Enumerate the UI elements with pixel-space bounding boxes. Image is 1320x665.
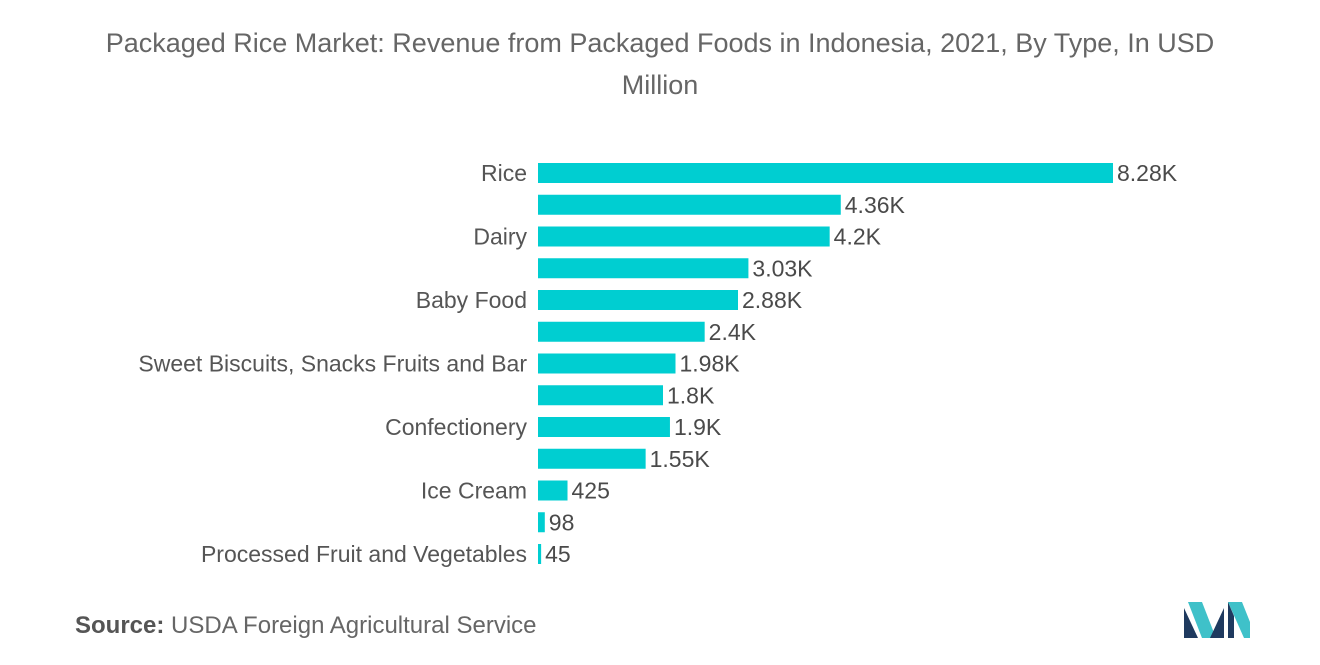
bar-9 [538,448,646,469]
bar-2 [538,226,830,247]
category-label-8: Confectionery [385,414,527,440]
bar-0 [538,163,1113,183]
value-label-1: 4.36K [845,192,906,218]
category-label-6: Sweet Biscuits, Snacks Fruits and Bar [138,351,527,377]
bar-5 [538,321,705,342]
category-label-4: Baby Food [416,287,527,313]
value-label-10: 425 [572,478,610,504]
value-label-11: 98 [549,509,575,535]
source-text: USDA Foreign Agricultural Service [171,612,537,639]
value-label-6: 1.98K [680,351,741,377]
value-label-12: 45 [545,541,571,567]
source-label: Source: [75,612,165,639]
value-label-0: 8.28K [1117,160,1178,186]
bar-8 [538,417,670,437]
bar-4 [538,290,738,310]
value-label-5: 2.4K [709,319,757,345]
category-label-0: Rice [481,160,527,186]
value-label-4: 2.88K [742,287,803,313]
bar-10 [538,480,568,501]
bar-12 [538,544,542,564]
value-label-3: 3.03K [752,255,813,281]
bar-7 [538,385,663,406]
value-label-7: 1.8K [667,382,715,408]
chart-title: Packaged Rice Market: Revenue from Packa… [105,28,1215,100]
value-label-8: 1.9K [674,414,722,440]
bar-11 [538,512,545,533]
bar-6 [538,353,676,374]
category-label-10: Ice Cream [421,478,527,504]
bar-1 [538,194,841,215]
bar-3 [538,258,749,279]
category-label-2: Dairy [473,224,527,250]
bar-chart: 8.28K Rice 4.36K 4.2K Dairy 3.03K 2.88K Baby Fo… [138,160,1178,567]
source-note: Source: USDA Foreign Agricultural Servic… [75,612,537,640]
value-label-9: 1.55K [650,446,711,472]
category-label-12: Processed Fruit and Vegetables [201,541,527,567]
value-label-2: 4.2K [834,224,882,250]
mordor-intelligence-logo-icon [1184,602,1250,638]
